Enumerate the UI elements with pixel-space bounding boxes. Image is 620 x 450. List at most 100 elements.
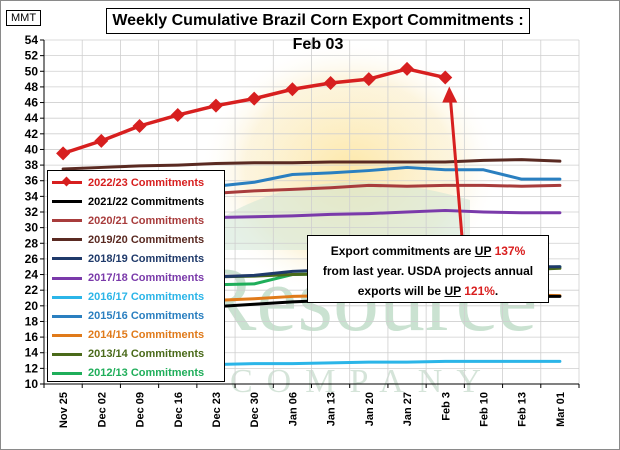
callout-pct-2: 121% xyxy=(460,284,495,298)
legend-swatch xyxy=(52,333,82,337)
y-tick-label: 28 xyxy=(25,236,39,250)
data-point xyxy=(208,98,223,113)
legend-item: 2016/17 Commitments xyxy=(48,288,224,307)
callout-text-1: Export commitments are xyxy=(330,244,475,258)
y-tick-label: 10 xyxy=(25,377,39,391)
legend-item: 2013/14 Commitments xyxy=(48,345,224,364)
y-tick-label: 46 xyxy=(25,96,39,110)
legend-item: 2015/16 Commitments xyxy=(48,307,224,326)
series-line xyxy=(61,158,562,171)
arrow-shaft xyxy=(448,96,464,238)
y-tick-label: 52 xyxy=(25,49,39,63)
callout-pct-1: 137% xyxy=(491,244,526,258)
x-tick-label: Dec 30 xyxy=(249,392,261,427)
callout-text-4: . xyxy=(494,284,499,298)
legend-label: 2016/17 Commitments xyxy=(88,291,205,304)
x-tick-label: Feb 13 xyxy=(517,392,529,427)
x-tick-label: Jan 06 xyxy=(287,392,299,426)
legend-swatch xyxy=(52,176,82,187)
legend-item: 2019/20 Commitments xyxy=(48,230,224,249)
legend-label: 2012/13 Commitments xyxy=(88,367,205,380)
y-tick-label: 44 xyxy=(25,111,39,125)
data-point xyxy=(361,72,376,87)
legend-item: 2022/23 Commitments xyxy=(48,173,224,192)
y-tick-label: 42 xyxy=(25,127,39,141)
x-tick-label: Dec 16 xyxy=(173,392,185,427)
data-point xyxy=(247,91,262,106)
unit-label: MMT xyxy=(6,10,42,26)
x-tick-label: Dec 09 xyxy=(135,392,147,427)
y-tick-label: 48 xyxy=(25,80,39,94)
y-tick-label: 14 xyxy=(25,346,39,360)
x-tick-label: Jan 27 xyxy=(402,392,414,426)
y-tick-label: 54 xyxy=(25,33,39,47)
x-tick-label: Feb 10 xyxy=(478,392,490,427)
legend-swatch xyxy=(52,314,82,318)
y-tick-label: 16 xyxy=(25,330,39,344)
legend-label: 2017/18 Commitments xyxy=(88,272,205,285)
data-point xyxy=(285,82,300,97)
legend-label: 2022/23 Commitments xyxy=(88,176,205,189)
data-point xyxy=(438,70,453,85)
y-tick-label: 32 xyxy=(25,205,39,219)
y-tick-label: 22 xyxy=(25,283,39,297)
data-point xyxy=(132,119,147,133)
x-tick-label: Jan 13 xyxy=(326,392,338,426)
watermark-logo: Resource COMPANY xyxy=(190,40,537,400)
legend-item: 2017/18 Commitments xyxy=(48,268,224,287)
legend-marker xyxy=(61,176,72,187)
legend-item: 2021/22 Commitments xyxy=(48,192,224,211)
y-tick-label: 26 xyxy=(25,252,39,266)
callout-text-2: from last year. USDA projects annual xyxy=(322,264,534,278)
y-tick-label: 50 xyxy=(25,64,39,78)
legend-item: 2018/19 Commitments xyxy=(48,249,224,268)
legend-swatch xyxy=(52,257,82,261)
callout-up-2: UP xyxy=(444,284,461,298)
legend-swatch xyxy=(52,200,82,204)
legend-item: 2014/15 Commitments xyxy=(48,326,224,345)
y-tick-label: 34 xyxy=(25,189,39,203)
legend: 2022/23 Commitments 2021/22 Commitments 20… xyxy=(47,170,225,382)
x-tick-label: Feb 3 xyxy=(440,392,452,421)
y-tick-label: 40 xyxy=(25,142,39,156)
legend-label: 2013/14 Commitments xyxy=(88,348,205,361)
legend-label: 2015/16 Commitments xyxy=(88,310,205,323)
y-tick-label: 20 xyxy=(25,299,39,313)
y-tick-label: 12 xyxy=(25,361,39,375)
data-point xyxy=(170,108,185,123)
y-tick-label: 36 xyxy=(25,174,39,188)
x-tick-label: Mar 01 xyxy=(555,392,567,427)
callout-arrow xyxy=(442,86,464,238)
chart-title: Weekly Cumulative Brazil Corn Export Com… xyxy=(106,8,530,53)
legend-swatch xyxy=(52,352,82,356)
legend-swatch xyxy=(52,276,82,280)
svg-text:COMPANY: COMPANY xyxy=(230,363,495,400)
x-tick-label: Jan 20 xyxy=(364,392,376,426)
y-tick-label: 38 xyxy=(25,158,39,172)
legend-label: 2019/20 Commitments xyxy=(88,233,205,246)
y-tick-label: 30 xyxy=(25,221,39,235)
callout-up-1: UP xyxy=(474,244,492,258)
legend-label: 2021/22 Commitments xyxy=(88,195,205,208)
y-tick-label: 18 xyxy=(25,314,39,328)
legend-swatch xyxy=(52,371,82,375)
arrow-head xyxy=(442,86,458,103)
legend-item: 2020/21 Commitments xyxy=(48,211,224,230)
legend-swatch xyxy=(52,219,82,223)
x-tick-label: Dec 23 xyxy=(211,392,223,427)
data-point xyxy=(56,146,71,161)
legend-label: 2020/21 Commitments xyxy=(88,214,205,227)
data-point xyxy=(94,133,109,148)
legend-swatch xyxy=(52,238,82,242)
callout-text-3: exports will be xyxy=(357,284,445,298)
x-tick-label: Dec 02 xyxy=(96,392,108,427)
annotation-callout: Export commitments are UP 137% from last… xyxy=(307,235,549,303)
x-tick-label: Nov 25 xyxy=(58,392,70,428)
data-point xyxy=(400,61,415,76)
legend-label: 2014/15 Commitments xyxy=(88,329,205,342)
legend-item: 2012/13 Commitments xyxy=(48,364,224,383)
y-tick-label: 24 xyxy=(25,268,39,282)
legend-label: 2018/19 Commitments xyxy=(88,252,205,265)
legend-swatch xyxy=(52,295,82,299)
